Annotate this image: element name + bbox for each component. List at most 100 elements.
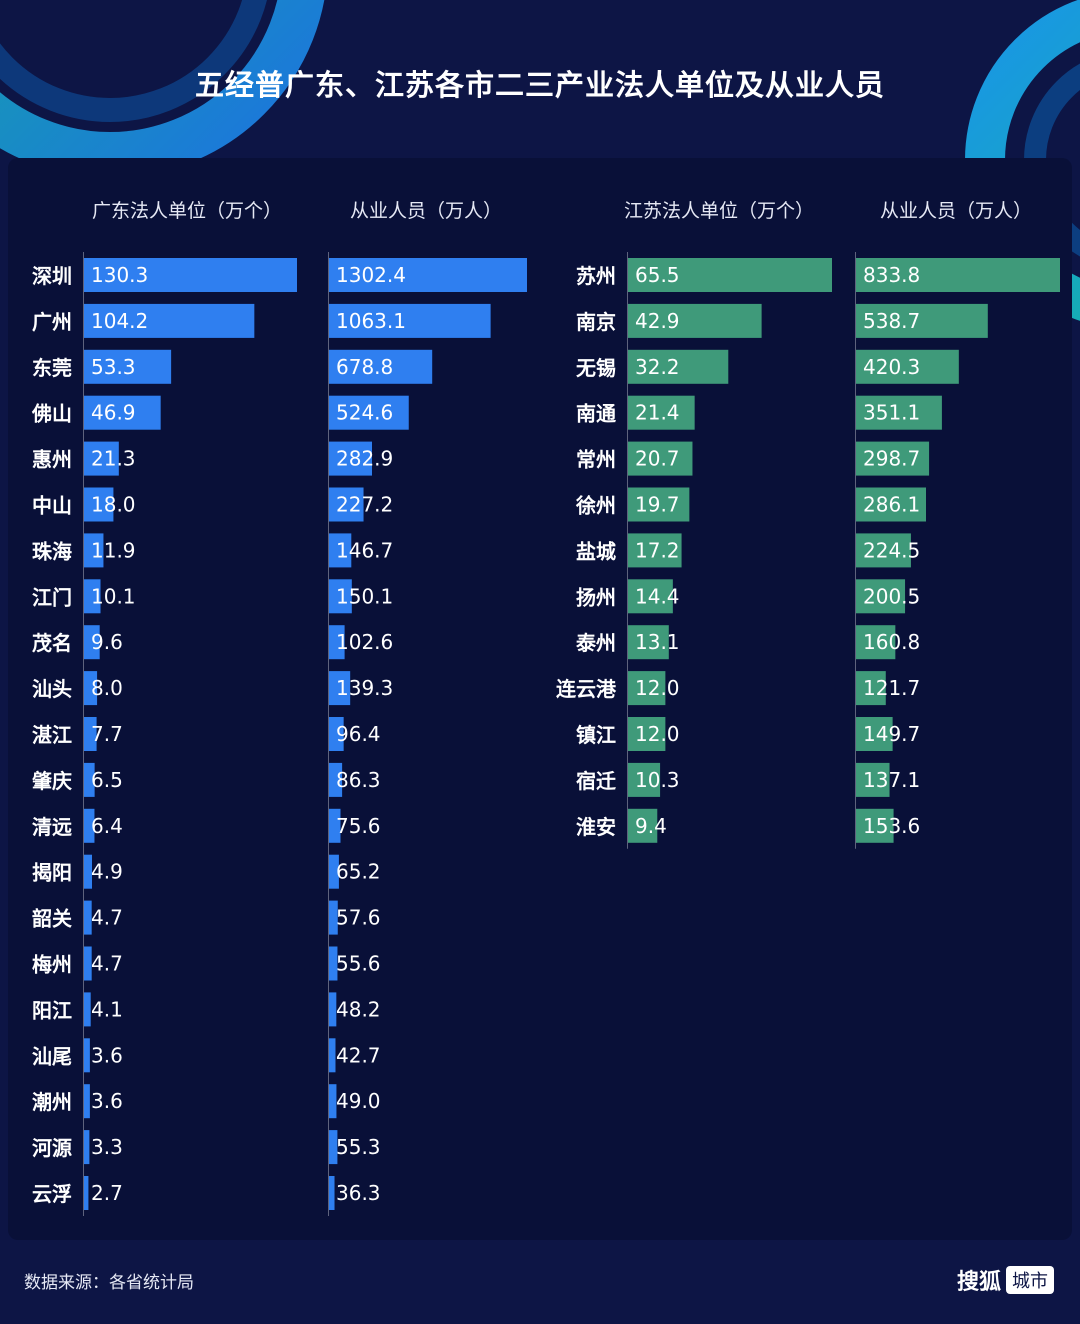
category-label-js-units: 淮安 xyxy=(576,815,616,839)
chart-title: 五经普广东、江苏各市二三产业法人单位及从业人员 xyxy=(194,68,885,102)
category-label-js-units: 无锡 xyxy=(576,356,616,380)
category-label-gd-units: 湛江 xyxy=(32,723,72,747)
bar-js-employees xyxy=(856,808,894,843)
value-label-js-units: 12.0 xyxy=(635,722,680,746)
bar-js-employees xyxy=(856,762,890,797)
category-label-gd-units: 肇庆 xyxy=(32,769,72,793)
brand-name: 搜狐 xyxy=(956,1270,1001,1295)
bar-js-units xyxy=(628,533,682,568)
bar-gd-employees xyxy=(329,854,339,889)
category-label-gd-units: 佛山 xyxy=(31,402,72,426)
bar-gd-units xyxy=(84,992,91,1027)
category-label-js-units: 南京 xyxy=(576,310,616,334)
category-label-gd-units: 东莞 xyxy=(32,356,72,380)
value-label-js-employees: 200.5 xyxy=(863,584,920,608)
value-label-gd-units: 53.3 xyxy=(91,355,136,379)
header-jiangsu-employees: 从业人员（万人） xyxy=(880,200,1033,222)
bar-js-employees xyxy=(856,671,886,706)
value-label-gd-employees: 150.1 xyxy=(336,584,393,608)
category-label-gd-units: 汕尾 xyxy=(32,1044,72,1068)
bar-gd-units xyxy=(84,303,255,338)
bar-gd-employees xyxy=(329,717,344,751)
category-label-js-units: 南通 xyxy=(576,402,616,426)
value-label-gd-units: 21.3 xyxy=(91,447,136,471)
category-label-js-units: 宿迁 xyxy=(576,769,616,793)
value-label-js-employees: 137.1 xyxy=(863,768,920,792)
value-label-gd-employees: 96.4 xyxy=(336,722,381,746)
value-label-js-employees: 224.5 xyxy=(863,538,920,562)
bar-js-units xyxy=(628,487,690,522)
value-label-gd-employees: 227.2 xyxy=(336,493,393,517)
value-label-js-units: 20.7 xyxy=(635,447,680,471)
bar-js-employees xyxy=(856,303,988,338)
value-label-js-employees: 286.1 xyxy=(863,493,920,517)
category-label-gd-units: 茂名 xyxy=(32,631,72,655)
bar-gd-units xyxy=(84,1038,90,1073)
value-label-js-employees: 420.3 xyxy=(863,355,920,379)
bar-gd-employees xyxy=(329,946,338,981)
bar-gd-units xyxy=(84,946,92,981)
bar-js-units xyxy=(628,441,693,476)
bar-gd-employees xyxy=(329,258,527,292)
bar-gd-units xyxy=(84,900,92,935)
bar-js-employees xyxy=(856,717,893,751)
bar-js-units xyxy=(628,303,762,338)
bar-gd-units xyxy=(84,762,95,797)
value-label-js-employees: 153.6 xyxy=(863,814,920,838)
value-label-gd-employees: 55.6 xyxy=(336,952,381,976)
bar-gd-employees xyxy=(329,992,337,1027)
value-label-js-employees: 160.8 xyxy=(863,630,920,654)
value-label-js-units: 19.7 xyxy=(635,493,680,517)
bar-js-units xyxy=(628,395,695,430)
category-label-gd-units: 河源 xyxy=(32,1136,72,1160)
value-label-gd-units: 3.6 xyxy=(91,1043,123,1067)
value-label-gd-employees: 49.0 xyxy=(336,1089,381,1113)
bar-gd-employees xyxy=(329,579,352,614)
value-label-gd-employees: 146.7 xyxy=(336,538,393,562)
category-label-gd-units: 惠州 xyxy=(32,448,72,472)
bar-gd-employees xyxy=(329,1130,338,1165)
value-label-gd-employees: 139.3 xyxy=(336,676,393,700)
bar-gd-employees xyxy=(329,441,373,476)
category-label-gd-units: 梅州 xyxy=(32,953,72,977)
value-label-js-units: 17.2 xyxy=(635,538,680,562)
value-label-gd-units: 9.6 xyxy=(91,630,123,654)
value-label-js-units: 42.9 xyxy=(635,309,680,333)
value-label-gd-units: 18.0 xyxy=(91,493,136,517)
value-label-gd-employees: 678.8 xyxy=(336,355,393,379)
value-label-js-units: 32.2 xyxy=(635,355,680,379)
bar-js-units xyxy=(628,808,658,843)
category-label-gd-units: 汕头 xyxy=(32,677,72,701)
value-label-gd-units: 46.9 xyxy=(91,401,136,425)
value-label-gd-units: 4.7 xyxy=(91,952,123,976)
category-label-gd-units: 潮州 xyxy=(32,1090,72,1114)
bar-js-employees xyxy=(856,349,959,384)
bar-js-employees xyxy=(856,395,942,430)
value-label-gd-units: 2.7 xyxy=(91,1181,123,1205)
bar-gd-employees xyxy=(329,349,433,384)
bar-gd-units xyxy=(84,395,161,430)
bar-gd-employees xyxy=(329,900,338,935)
bar-gd-units xyxy=(84,487,114,522)
bar-gd-employees xyxy=(329,762,343,797)
category-label-js-units: 镇江 xyxy=(576,723,616,747)
bar-gd-units xyxy=(84,349,172,384)
value-label-gd-units: 4.9 xyxy=(91,860,123,884)
brand-logo: 搜狐 城市 xyxy=(957,1264,1054,1296)
category-label-gd-units: 江门 xyxy=(32,585,72,609)
value-label-gd-employees: 282.9 xyxy=(336,447,393,471)
value-label-gd-units: 8.0 xyxy=(91,676,123,700)
data-source: 数据来源：各省统计局 xyxy=(24,1273,194,1293)
bar-gd-units xyxy=(84,1176,89,1210)
bar-gd-units xyxy=(84,671,98,706)
bar-js-employees xyxy=(856,625,896,660)
bar-gd-employees xyxy=(329,1176,335,1210)
bar-gd-employees xyxy=(329,303,491,338)
bar-gd-units xyxy=(84,625,100,660)
bar-gd-employees xyxy=(329,671,351,706)
value-label-js-employees: 298.7 xyxy=(863,447,920,471)
value-label-gd-units: 3.3 xyxy=(91,1135,123,1159)
value-label-gd-employees: 524.6 xyxy=(336,401,393,425)
bar-gd-units xyxy=(84,258,297,292)
